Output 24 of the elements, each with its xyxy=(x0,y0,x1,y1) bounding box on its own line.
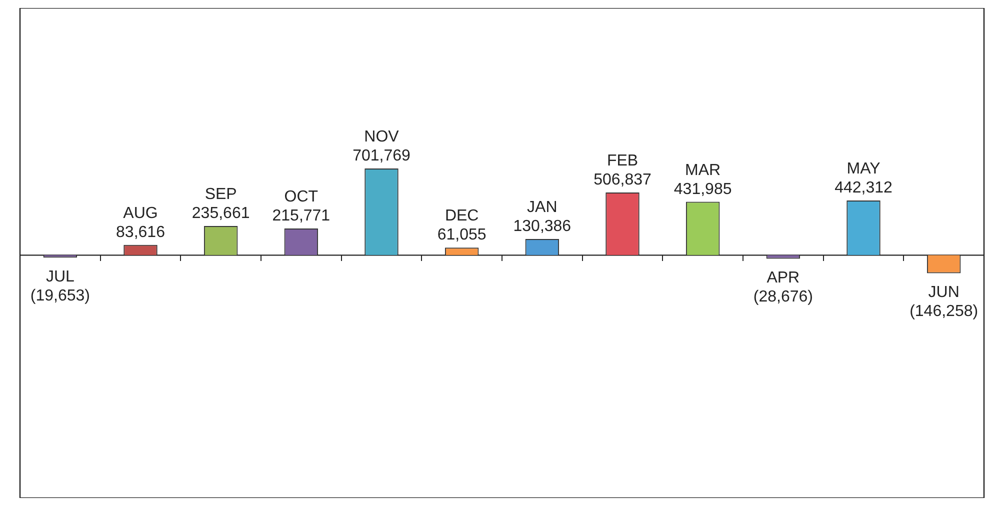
x-tick-label: AUG xyxy=(123,204,158,222)
data-label: 431,985 xyxy=(674,180,732,198)
x-tick-label: FEB xyxy=(606,152,638,170)
x-tick-label: DEC xyxy=(444,208,479,225)
x-tick-label: SEP xyxy=(204,186,237,204)
x-tick-label: JUL xyxy=(46,268,74,286)
data-label: 83,616 xyxy=(116,224,166,241)
x-tick-label: JAN xyxy=(527,199,558,216)
data-label: 130,386 xyxy=(513,218,572,236)
x-tick-label: JUN xyxy=(928,284,960,302)
data-label: (28,676) xyxy=(753,288,813,306)
data-label: (146,258) xyxy=(910,303,978,320)
data-label: 701,769 xyxy=(352,147,411,164)
x-tick-label: OCT xyxy=(284,188,318,206)
x-tick-label: MAY xyxy=(846,160,881,178)
data-label: (19,653) xyxy=(30,288,90,305)
data-label: 506,837 xyxy=(594,172,652,189)
data-label: 61,055 xyxy=(437,226,486,244)
data-label: 442,312 xyxy=(834,180,893,197)
data-label: 215,771 xyxy=(272,208,330,225)
x-tick-label: MAR xyxy=(685,162,721,179)
x-tick-label: APR xyxy=(766,270,800,287)
x-tick-label: NOV xyxy=(364,128,400,146)
data-label: 235,661 xyxy=(192,205,250,222)
